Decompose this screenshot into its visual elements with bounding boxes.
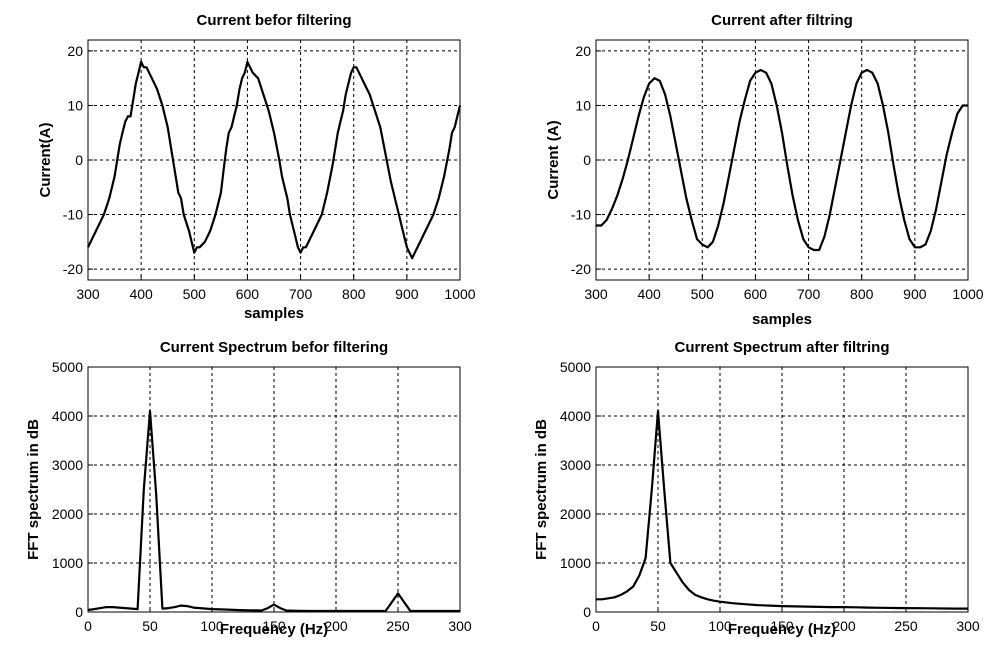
y-tick-label: 2000: [560, 506, 591, 522]
chart-title: Current Spectrum after filtring: [674, 339, 889, 356]
x-tick-label: 1000: [952, 286, 983, 302]
x-axis-label: Frequency (Hz): [220, 621, 328, 638]
y-tick-label: -20: [571, 261, 591, 277]
x-tick-label: 400: [129, 286, 153, 302]
y-tick-label: 1000: [52, 555, 83, 571]
x-axis-label: samples: [752, 311, 812, 328]
x-tick-label: 300: [956, 618, 980, 634]
x-tick-label: 1000: [444, 286, 475, 302]
y-axis-label: Current (A): [545, 120, 562, 199]
x-tick-label: 0: [84, 618, 92, 634]
y-tick-label: 3000: [52, 457, 83, 473]
y-tick-label: 0: [583, 152, 591, 168]
x-tick-label: 400: [637, 286, 661, 302]
y-axis-label: FFT spectrum in dB: [533, 419, 550, 560]
series-line: [596, 410, 968, 610]
chart-title: Current befor filtering: [196, 12, 351, 29]
chart-panel-2: 300 400 500 600 700 800 900 1000 -20 -10 0 10 20 Curr…: [545, 12, 984, 328]
x-tick-label: 50: [142, 618, 158, 634]
y-tick-label: 20: [575, 43, 591, 59]
series-line: [87, 60, 462, 260]
y-tick-label: -20: [63, 261, 83, 277]
y-tick-label: 4000: [52, 408, 83, 424]
y-tick-label: 4000: [560, 408, 591, 424]
y-tick-label: 1000: [560, 555, 591, 571]
x-tick-label: 300: [76, 286, 100, 302]
y-axis-label: FFT spectrum in dB: [25, 419, 42, 560]
x-tick-label: 500: [691, 286, 715, 302]
x-tick-label: 0: [592, 618, 600, 634]
y-tick-label: 10: [67, 97, 83, 113]
chart-title: Current after filtring: [711, 12, 853, 29]
x-tick-label: 150: [262, 618, 286, 634]
chart-panel-4: 0 50 100 150 200 250 300010002000300040005000C…: [533, 339, 980, 638]
x-tick-label: 800: [342, 286, 366, 302]
y-tick-label: 0: [75, 604, 83, 620]
chart-panel-3: 0 50 100 150 200 250 300010002000300040005000C…: [25, 339, 472, 638]
x-tick-label: 800: [850, 286, 874, 302]
x-tick-label: 250: [386, 618, 410, 634]
y-tick-label: 0: [75, 152, 83, 168]
x-tick-label: 100: [708, 618, 732, 634]
series-line: [87, 410, 460, 613]
y-tick-label: 5000: [560, 359, 591, 375]
y-tick-label: 2000: [52, 506, 83, 522]
x-tick-label: 900: [395, 286, 419, 302]
x-tick-label: 300: [448, 618, 472, 634]
x-axis-label: samples: [244, 305, 304, 322]
x-tick-label: 100: [200, 618, 224, 634]
y-tick-label: 0: [583, 604, 591, 620]
y-tick-label: 10: [575, 97, 591, 113]
y-tick-label: 5000: [52, 359, 83, 375]
x-tick-label: 50: [650, 618, 666, 634]
y-tick-label: 3000: [560, 457, 591, 473]
x-tick-label: 600: [236, 286, 260, 302]
x-tick-label: 150: [770, 618, 794, 634]
x-tick-label: 250: [894, 618, 918, 634]
y-tick-label: 20: [67, 43, 83, 59]
chart-title: Current Spectrum befor filtering: [160, 339, 388, 356]
x-tick-label: 600: [744, 286, 768, 302]
x-tick-label: 300: [584, 286, 608, 302]
x-tick-label: 900: [903, 286, 927, 302]
x-tick-label: 200: [324, 618, 348, 634]
x-tick-label: 700: [797, 286, 821, 302]
y-axis-label: Current(A): [37, 123, 54, 198]
x-axis-label: Frequency (Hz): [728, 621, 836, 638]
x-tick-label: 200: [832, 618, 856, 634]
y-tick-label: -10: [571, 207, 591, 223]
chart-panel-1: 300 400 500 600 700 800 900 1000 -20 -10 0 10 20 Curr…: [37, 12, 476, 322]
x-tick-label: 500: [183, 286, 207, 302]
series-line: [596, 68, 968, 252]
x-tick-label: 700: [289, 286, 313, 302]
y-tick-label: -10: [63, 207, 83, 223]
